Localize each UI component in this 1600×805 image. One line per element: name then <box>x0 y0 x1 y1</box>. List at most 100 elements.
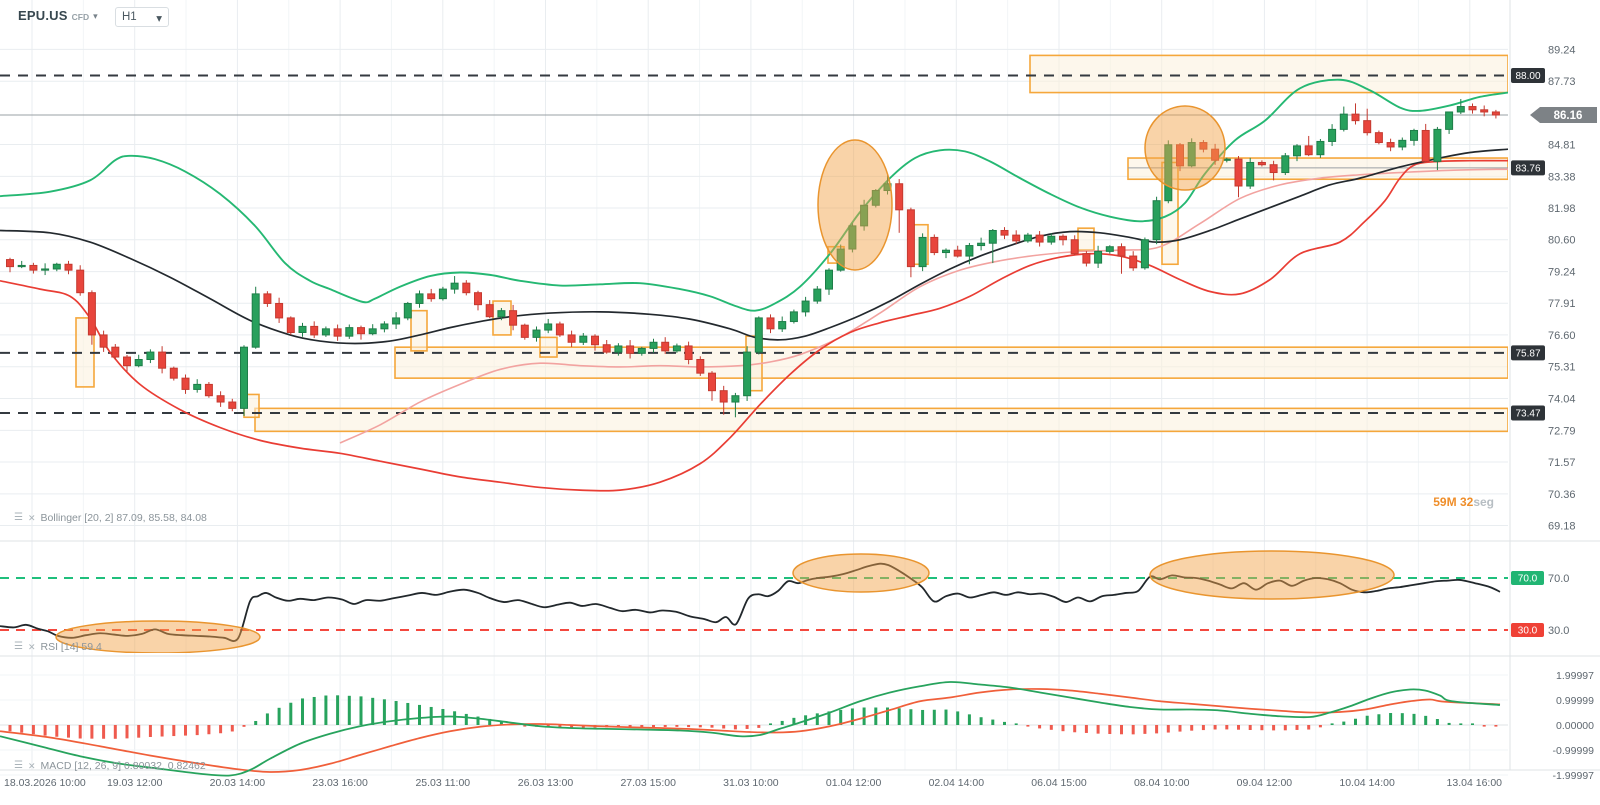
candle-body <box>392 317 401 325</box>
timeframe-select[interactable]: H1 ▾ <box>115 7 169 27</box>
candle-body <box>450 282 459 290</box>
axis-label: 89.24 <box>1548 44 1576 56</box>
candle-body <box>1023 234 1032 242</box>
axis-label: 70.0 <box>1518 574 1538 585</box>
axis-label: 19.03 12:00 <box>107 777 163 789</box>
price-level-badge <box>1511 405 1545 421</box>
axis-label: 83.38 <box>1548 171 1576 183</box>
axis-label: 70.0 <box>1548 573 1569 585</box>
supply-demand-zone[interactable] <box>394 346 1508 379</box>
candle-body <box>801 300 810 313</box>
candle-body <box>988 229 997 244</box>
axis-label: 87.73 <box>1548 76 1576 88</box>
candle-body <box>1374 132 1383 144</box>
instrument-selector[interactable]: EPU.US CFD ▾ <box>18 8 98 23</box>
candle-body <box>532 329 541 338</box>
candle-body <box>942 249 950 254</box>
current-price-badge <box>1530 107 1597 123</box>
candle-body <box>1164 144 1173 202</box>
price-axis[interactable]: 89.24 87.73 84.81 83.38 81.98 80.60 79.24 77.91… <box>1511 44 1597 782</box>
candle-body <box>1398 139 1407 148</box>
macd-histogram <box>8 695 1498 739</box>
candle-body <box>637 347 646 354</box>
candle-body <box>415 293 424 304</box>
candle-body <box>380 323 389 330</box>
candle-body <box>29 264 38 271</box>
supply-demand-zone[interactable] <box>539 336 558 358</box>
candle-body <box>485 304 494 318</box>
candle-body <box>403 302 412 319</box>
supply-demand-zone[interactable] <box>410 309 428 352</box>
bollinger-lower-band <box>0 159 1508 492</box>
macd-pane[interactable] <box>0 681 1508 777</box>
indicator-settings-icon[interactable]: ☰ <box>14 641 23 652</box>
price-level-badge <box>1511 67 1545 83</box>
indicator-settings-icon[interactable]: ☰ <box>14 512 23 523</box>
rsi-line <box>0 562 1501 642</box>
candle-body <box>1491 111 1500 116</box>
instrument-symbol: EPU.US <box>18 8 68 23</box>
candle-body <box>766 317 775 330</box>
indicator-close-icon[interactable]: ✕ <box>27 513 36 523</box>
candles-layer[interactable] <box>6 99 1500 418</box>
candle-body <box>977 242 986 247</box>
axis-label: 75.87 <box>1515 348 1540 359</box>
candle-body <box>158 351 167 369</box>
supply-demand-zone[interactable] <box>1077 227 1095 252</box>
candle-body <box>474 292 482 306</box>
candle-body <box>719 390 728 403</box>
price-pane[interactable] <box>0 54 1508 492</box>
instrument-type-badge: CFD <box>71 11 90 22</box>
axis-label: 30.0 <box>1518 626 1538 637</box>
candle-body <box>825 269 833 290</box>
candle-body <box>544 323 553 331</box>
candle-body <box>965 245 974 257</box>
candle-body <box>708 372 716 392</box>
axis-label: 80.60 <box>1548 235 1576 247</box>
axis-label: 31.03 10:00 <box>723 777 779 789</box>
candle-body <box>1386 142 1395 148</box>
candle-body <box>1316 140 1325 156</box>
candle-body <box>1176 144 1184 167</box>
axis-label: 10.04 14:00 <box>1339 777 1395 789</box>
candle-body <box>1234 158 1243 187</box>
time-axis[interactable]: 18.03.2026 10:00 19.03 12:00 20.03 14:00 23… <box>4 777 1502 789</box>
axis-label: 09.04 12:00 <box>1237 777 1293 789</box>
candle-body <box>240 346 248 409</box>
macd-label-row: ☰ ✕ MACD [12, 26, 9] 0.80032, 0.82462 <box>14 760 206 772</box>
bollinger-label: Bollinger [20, 2] 87.09, 85.58, 84.08 <box>40 512 207 524</box>
candle-body <box>1328 128 1337 142</box>
candle-body <box>602 344 611 353</box>
candle-body <box>52 263 61 270</box>
candle-body <box>1059 235 1067 241</box>
axis-label: 84.81 <box>1548 140 1576 152</box>
candle-body <box>778 321 787 330</box>
price-level-badge <box>1511 345 1545 361</box>
rsi-label: RSI [14] 59.4 <box>40 641 102 653</box>
indicator-close-icon[interactable]: ✕ <box>27 642 36 652</box>
candle-body <box>1304 145 1313 156</box>
axis-label: 26.03 13:00 <box>518 777 574 789</box>
timeframe-value: H1 <box>122 11 137 23</box>
supply-demand-zone[interactable] <box>254 407 1508 433</box>
supply-demand-zone[interactable] <box>1029 54 1508 94</box>
candle-body <box>216 395 225 403</box>
highlight-ellipse <box>1149 550 1395 600</box>
axis-label: 83.76 <box>1515 163 1540 174</box>
bollinger-label-row: ☰ ✕ Bollinger [20, 2] 87.09, 85.58, 84.0… <box>14 512 207 524</box>
rsi-level-badge <box>1511 571 1544 585</box>
candle-body <box>848 225 857 250</box>
candle-body <box>1445 111 1454 130</box>
axis-label: 1.99997 <box>1556 670 1594 682</box>
candle-body <box>1012 234 1021 242</box>
candle-body <box>286 317 295 333</box>
candle-body <box>953 249 962 257</box>
candle-body <box>76 269 85 294</box>
candle-body <box>310 325 319 336</box>
indicator-close-icon[interactable]: ✕ <box>27 761 36 771</box>
rsi-pane[interactable] <box>0 550 1508 653</box>
indicator-settings-icon[interactable]: ☰ <box>14 760 23 771</box>
candle-body <box>263 293 272 304</box>
